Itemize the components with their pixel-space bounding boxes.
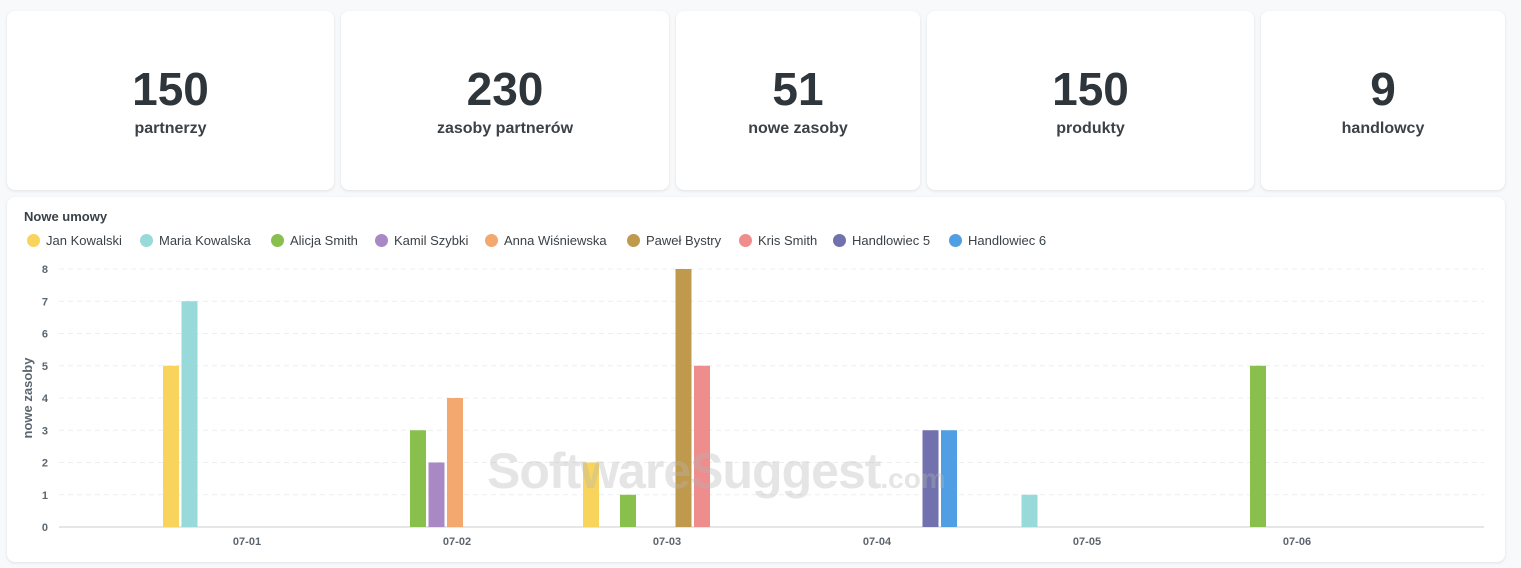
bar-jan-kowalski-07-03[interactable] bbox=[583, 462, 599, 528]
bar-alicja-smith-07-02[interactable] bbox=[410, 430, 426, 527]
stat-card-nowe-zasoby[interactable]: 51 nowe zasoby bbox=[676, 11, 920, 190]
bar-handlowiec-5-07-04[interactable] bbox=[922, 430, 939, 527]
legend-dot bbox=[485, 234, 498, 247]
legend-item-jan-kowalski[interactable]: Jan Kowalski bbox=[27, 233, 122, 249]
stat-value: 51 bbox=[772, 63, 824, 115]
y-tick-label: 5 bbox=[42, 361, 48, 373]
legend-dot bbox=[833, 234, 846, 247]
x-tick-label: 07-01 bbox=[233, 536, 261, 548]
x-tick-label: 07-04 bbox=[863, 536, 892, 548]
stat-label: partnerzy bbox=[134, 120, 207, 137]
bar-pawel-bystry-07-03[interactable] bbox=[675, 269, 692, 527]
legend-item-maria-kowalska[interactable]: Maria Kowalska bbox=[140, 233, 251, 249]
chart-card: Nowe umowy Jan Kowalski Maria Kowalska Ali… bbox=[7, 197, 1505, 562]
legend-label: Anna Wiśniewska bbox=[504, 233, 607, 248]
y-axis-label: nowe zasoby bbox=[20, 357, 35, 439]
y-tick-label: 7 bbox=[42, 296, 48, 308]
bar-chart: 0 1 2 3 4 5 6 7 8 nowe zasoby 07-01 07-02 07-03 07-04… bbox=[20, 264, 1484, 548]
stat-label: zasoby partnerów bbox=[436, 120, 574, 137]
legend-label: Kris Smith bbox=[758, 233, 818, 248]
legend-dot bbox=[27, 234, 40, 247]
legend-item-kris-smith[interactable]: Kris Smith bbox=[739, 233, 817, 249]
bar-handlowiec-6-07-04[interactable] bbox=[941, 430, 957, 527]
bar-kamil-szybki-07-02[interactable] bbox=[428, 462, 445, 528]
stat-value: 150 bbox=[132, 63, 209, 115]
x-tick-label: 07-05 bbox=[1073, 536, 1101, 548]
x-tick-label: 07-06 bbox=[1283, 536, 1311, 548]
legend-dot bbox=[949, 234, 962, 247]
legend-dot bbox=[739, 234, 752, 247]
y-tick-label: 4 bbox=[42, 393, 49, 405]
y-tick-label: 8 bbox=[42, 264, 48, 276]
bar-alicja-smith-07-06[interactable] bbox=[1250, 365, 1266, 527]
stat-card-zasoby-partnerow[interactable]: 230 zasoby partnerów bbox=[341, 11, 669, 190]
chart-title: Nowe umowy bbox=[24, 209, 108, 224]
bar-kris-smith-07-03[interactable] bbox=[694, 365, 710, 527]
y-tick-label: 0 bbox=[42, 522, 48, 534]
y-tick-label: 2 bbox=[42, 458, 48, 470]
stat-card-handlowcy[interactable]: 9 handlowcy bbox=[1261, 11, 1505, 190]
bar-anna-wisniewska-07-02[interactable] bbox=[447, 398, 463, 527]
legend-item-handlowiec-5[interactable]: Handlowiec 5 bbox=[833, 233, 930, 249]
stat-value: 230 bbox=[466, 63, 544, 115]
legend-item-handlowiec-6[interactable]: Handlowiec 6 bbox=[949, 233, 1046, 249]
stat-label: handlowcy bbox=[1341, 120, 1425, 137]
legend-label: Jan Kowalski bbox=[46, 233, 122, 248]
legend-item-pawel-bystry[interactable]: Paweł Bystry bbox=[627, 233, 721, 249]
y-tick-label: 3 bbox=[42, 425, 48, 437]
legend-label: Alicja Smith bbox=[290, 233, 358, 248]
bar-jan-kowalski-07-01[interactable] bbox=[163, 365, 179, 527]
legend-item-kamil-szybki[interactable]: Kamil Szybki bbox=[375, 233, 468, 249]
legend-dot bbox=[140, 234, 153, 247]
bar-maria-kowalska-07-01[interactable] bbox=[181, 301, 198, 527]
stat-value: 150 bbox=[1052, 63, 1129, 115]
legend-dot bbox=[375, 234, 388, 247]
bar-alicja-smith-07-03[interactable] bbox=[620, 494, 636, 527]
stat-card-produkty[interactable]: 150 produkty bbox=[927, 11, 1254, 190]
stat-label: produkty bbox=[1056, 120, 1125, 137]
legend-label: Paweł Bystry bbox=[646, 233, 722, 248]
stat-value: 9 bbox=[1370, 63, 1396, 115]
bar-maria-kowalska-07-05[interactable] bbox=[1021, 494, 1038, 527]
legend-label: Kamil Szybki bbox=[394, 233, 469, 248]
legend-label: Handlowiec 5 bbox=[852, 233, 931, 248]
legend-dot bbox=[271, 234, 284, 247]
x-tick-label: 07-02 bbox=[443, 536, 471, 548]
y-tick-label: 6 bbox=[42, 329, 48, 341]
y-tick-label: 1 bbox=[42, 490, 48, 502]
stat-card-partnerzy[interactable]: 150 partnerzy bbox=[7, 11, 334, 190]
legend-item-alicja-smith[interactable]: Alicja Smith bbox=[271, 233, 358, 249]
x-tick-label: 07-03 bbox=[653, 536, 681, 548]
stat-label: nowe zasoby bbox=[748, 120, 848, 137]
legend-label: Maria Kowalska bbox=[159, 233, 251, 248]
legend-label: Handlowiec 6 bbox=[968, 233, 1047, 248]
legend-item-anna-wisniewska[interactable]: Anna Wiśniewska bbox=[485, 233, 607, 249]
legend-dot bbox=[627, 234, 640, 247]
